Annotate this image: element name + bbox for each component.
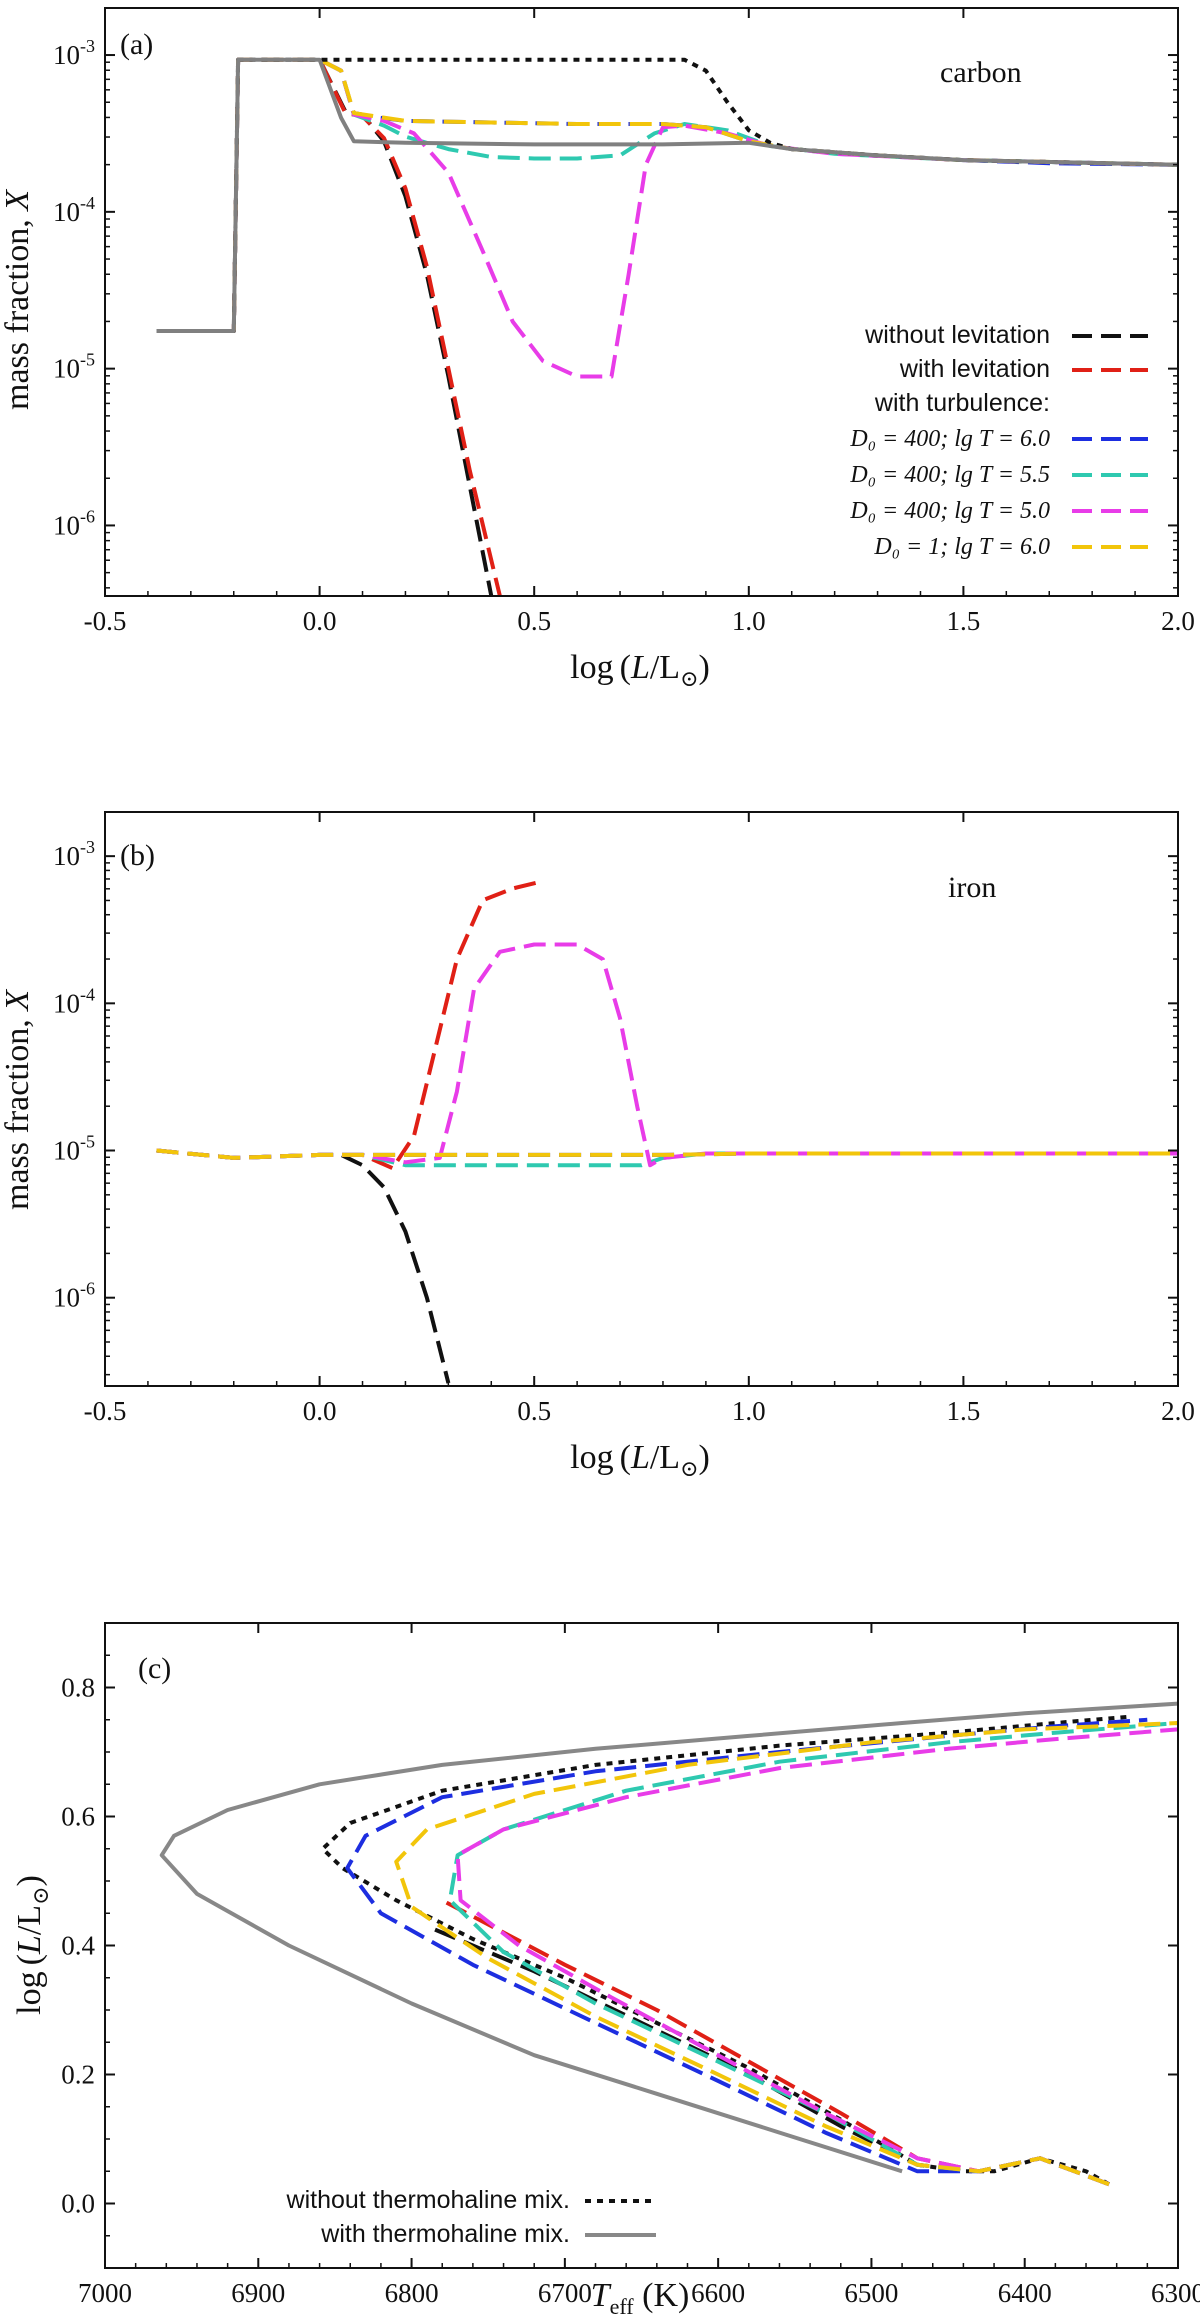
legend-label-d400-t55: D₀ = 400; lg T = 5.5: [849, 462, 1050, 488]
series-line-a-d0-400-lg-t-6-0: [156, 57, 1178, 333]
x-tick-label: -0.5: [84, 1396, 127, 1426]
x-tick-label: 0.0: [303, 606, 337, 636]
y-axis-label-b: mass fraction, X: [0, 989, 36, 1210]
x-tick-label: 6400: [998, 2278, 1052, 2308]
series-line-b-without-levitation: [156, 1148, 451, 1384]
legend-a: without levitation with levitation with …: [849, 321, 1148, 560]
x-tick-label: 6800: [385, 2278, 439, 2308]
legend-label-without-thermohaline: without thermohaline mix.: [286, 2186, 570, 2214]
series-line-a-without-thermohaline-mix: [156, 57, 1178, 333]
y-tick-label: 10-6: [53, 506, 95, 540]
y-tick-label: 10-4: [53, 984, 95, 1018]
y-tick-label: 0.8: [61, 1673, 95, 1703]
x-tick-label: 2.0: [1161, 606, 1195, 636]
x-tick-label: 6300: [1151, 2278, 1200, 2308]
legend-heading-turbulence: with turbulence:: [874, 389, 1050, 417]
series-line-c-d0-400-lg-t-6-0: [345, 1717, 1148, 2187]
series-line-a-without-levitation: [156, 57, 494, 596]
x-tick-label: 0.0: [303, 1396, 337, 1426]
plot-frame-c: [104, 1622, 1179, 2269]
x-axis-label-c: Teff (K): [591, 2277, 690, 2317]
y-tick-label: 10-6: [53, 1279, 95, 1313]
series-line-c-d0-400-lg-t-5-5: [447, 1721, 1178, 2187]
x-tick-label: 1.5: [947, 606, 981, 636]
series-line-a-with-levitation: [156, 57, 502, 596]
x-axis-label-b: log (L/L⊙): [570, 1439, 710, 1481]
series-line-b-with-levitation: [156, 879, 544, 1171]
y-tick-label: 0.0: [61, 2189, 95, 2219]
series-line-b-d0-1-lg-t-6-0: [156, 1148, 1178, 1160]
y-tick-label: 10-5: [53, 1132, 95, 1166]
panel-label-c: (c): [138, 1652, 171, 1685]
y-axis-label-a: mass fraction, X: [0, 189, 36, 410]
y-tick-label: 0.6: [61, 1802, 95, 1832]
x-tick-label: 1.0: [732, 606, 766, 636]
x-tick-label: 2.0: [1161, 1396, 1195, 1426]
series-line-c-with-thermohaline-mix: [159, 1701, 1178, 2174]
panel-label-b: (b): [120, 839, 155, 872]
legend-c: without thermohaline mix. with thermohal…: [286, 2186, 656, 2248]
x-tick-label: 6700: [538, 2278, 592, 2308]
x-tick-label: -0.5: [84, 606, 127, 636]
series-line-a-d0-400-lg-t-5-5: [156, 57, 1178, 333]
legend-label-d1-t60: D₀ = 1; lg T = 6.0: [873, 534, 1050, 560]
y-tick-label: 10-5: [53, 350, 95, 384]
x-tick-label: 6500: [844, 2278, 898, 2308]
x-tick-label: 1.5: [947, 1396, 981, 1426]
y-tick-label: 0.4: [61, 1931, 95, 1961]
x-tick-label: 7000: [78, 2278, 132, 2308]
legend-label-d400-t50: D₀ = 400; lg T = 5.0: [849, 498, 1050, 524]
x-axis-label-a: log (L/L⊙): [570, 649, 710, 691]
y-axis-label-c: log(L/L⊙): [11, 1875, 53, 2015]
x-tick-label: 6900: [231, 2278, 285, 2308]
series-line-c-d0-400-lg-t-5-0: [455, 1727, 1178, 2187]
series-line-c-d0-1-lg-t-6-0: [394, 1721, 1178, 2187]
legend-label-with-levitation: with levitation: [899, 355, 1050, 383]
series-line-c-with-levitation: [441, 1898, 1110, 2187]
panel-b: -0.5 0.0 0.5 1.0 1.5 2.010-310-410-510-6 (b) …: [0, 811, 1195, 1481]
series-line-b-d0-400-lg-t-5-0: [156, 942, 1178, 1168]
element-label-iron: iron: [948, 871, 996, 904]
y-tick-label: 10-3: [53, 837, 95, 871]
y-tick-label: 0.2: [61, 2060, 95, 2090]
plot-frame-b: [104, 811, 1179, 1387]
panel-c: 7000 6900 6800 6700 6600 6500 6400 6300 0.0 0.2 0.…: [11, 1622, 1200, 2317]
series-line-a-with-thermohaline-mix: [156, 57, 1178, 333]
series-line-a-d0-1-lg-t-6-0: [156, 57, 1178, 333]
legend-label-without-levitation: without levitation: [864, 321, 1050, 349]
x-tick-label: 6600: [691, 2278, 745, 2308]
x-tick-label: 0.5: [517, 606, 551, 636]
panel-a: -0.5 0.0 0.5 1.0 1.5 2.010-310-410-510-6 (a) …: [0, 7, 1195, 691]
element-label-carbon: carbon: [940, 56, 1022, 89]
legend-label-with-thermohaline: with thermohaline mix.: [320, 2220, 570, 2248]
y-tick-label: 10-3: [53, 36, 95, 70]
y-tick-label: 10-4: [53, 193, 95, 227]
panel-label-a: (a): [120, 28, 153, 61]
legend-label-d400-t60: D₀ = 400; lg T = 6.0: [849, 426, 1050, 452]
plot-frame-a: [104, 7, 1179, 597]
x-tick-label: 1.0: [732, 1396, 766, 1426]
x-tick-label: 0.5: [517, 1396, 551, 1426]
